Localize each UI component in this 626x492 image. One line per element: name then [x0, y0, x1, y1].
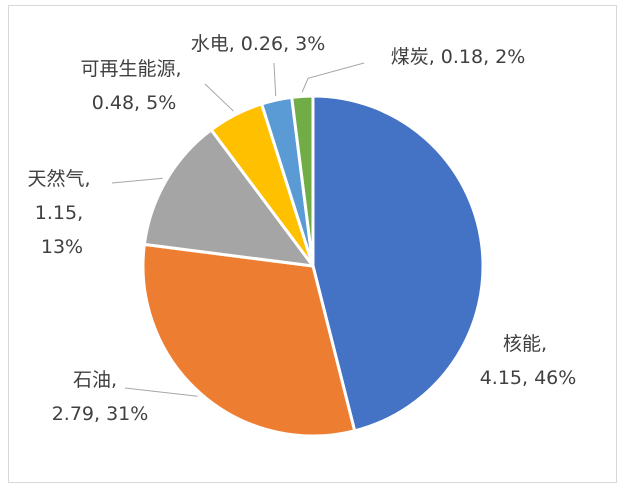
label-renewable: 可再生能源, 0.48, 5% [80, 58, 187, 114]
label-oil: 石油, 2.79, 31% [52, 369, 149, 425]
label-hydro: 水电, 0.26, 3% [191, 33, 326, 55]
leader-line-1 [124, 387, 198, 397]
data-labels: 核能, 4.15, 46% 石油, 2.79, 31% 天然气, 1.15, 1… [27, 33, 576, 425]
leader-line-5 [301, 62, 365, 93]
pie-slice-2 [142, 128, 315, 268]
label-nuclear: 核能, 4.15, 46% [480, 333, 577, 389]
leader-line-4 [273, 62, 277, 97]
pie-slice-5 [290, 94, 315, 268]
pie-slice-0 [311, 94, 485, 433]
leader-line-2 [111, 177, 163, 184]
pie-slice-1 [141, 242, 357, 438]
leader-lines [111, 62, 365, 397]
label-gas: 天然气, 1.15, 13% [27, 168, 96, 258]
pie-slices [141, 94, 485, 438]
label-coal: 煤炭, 0.18, 2% [391, 46, 526, 68]
leader-line-3 [204, 83, 234, 112]
